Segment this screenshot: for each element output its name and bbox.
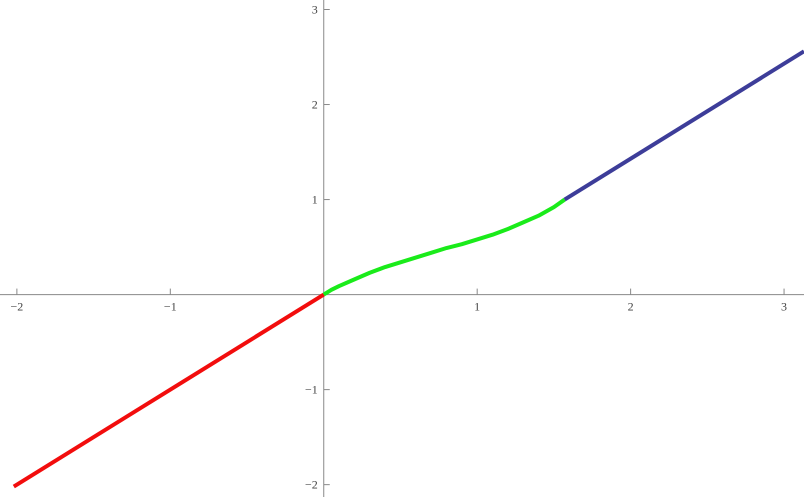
y-tick-label: −1: [305, 383, 318, 397]
x-tick-label: −2: [10, 300, 23, 314]
y-tick-label: 2: [312, 98, 318, 112]
x-tick-label: 1: [474, 300, 480, 314]
y-tick-label: 1: [312, 193, 318, 207]
x-tick-label: 2: [628, 300, 634, 314]
line: [12, 292, 325, 489]
x-tick-label: 3: [781, 300, 787, 314]
line: [563, 49, 804, 202]
line: [322, 197, 566, 297]
y-tick-label: 3: [312, 3, 318, 17]
y-tick-label: −2: [305, 478, 318, 492]
x-tick-label: −1: [164, 300, 177, 314]
